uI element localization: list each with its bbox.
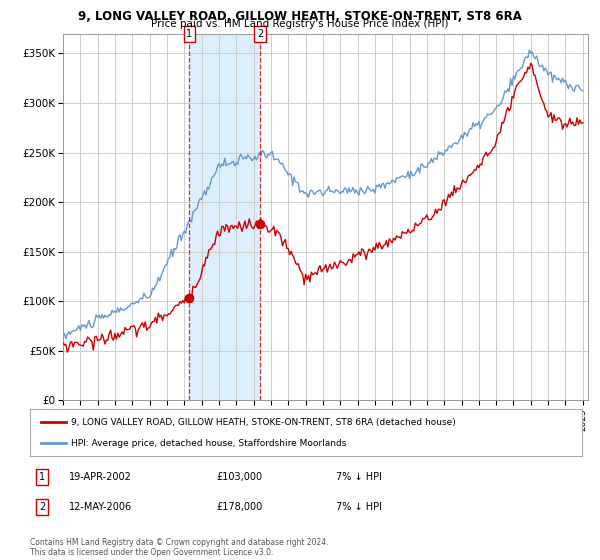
Text: 19-APR-2002: 19-APR-2002	[69, 472, 132, 482]
Text: HPI: Average price, detached house, Staffordshire Moorlands: HPI: Average price, detached house, Staf…	[71, 438, 347, 447]
Text: 1: 1	[39, 472, 45, 482]
Text: £103,000: £103,000	[216, 472, 262, 482]
Text: 7% ↓ HPI: 7% ↓ HPI	[336, 472, 382, 482]
Text: Price paid vs. HM Land Registry's House Price Index (HPI): Price paid vs. HM Land Registry's House …	[151, 19, 449, 29]
Text: 1: 1	[187, 29, 193, 39]
Text: 2: 2	[39, 502, 45, 512]
Text: 9, LONG VALLEY ROAD, GILLOW HEATH, STOKE-ON-TRENT, ST8 6RA (detached house): 9, LONG VALLEY ROAD, GILLOW HEATH, STOKE…	[71, 418, 456, 427]
Text: Contains HM Land Registry data © Crown copyright and database right 2024.
This d: Contains HM Land Registry data © Crown c…	[30, 538, 329, 557]
Text: 12-MAY-2006: 12-MAY-2006	[69, 502, 132, 512]
Text: 7% ↓ HPI: 7% ↓ HPI	[336, 502, 382, 512]
Text: £178,000: £178,000	[216, 502, 262, 512]
Text: 9, LONG VALLEY ROAD, GILLOW HEATH, STOKE-ON-TRENT, ST8 6RA: 9, LONG VALLEY ROAD, GILLOW HEATH, STOKE…	[78, 10, 522, 22]
Bar	[190, 34, 260, 400]
Text: 2: 2	[257, 29, 263, 39]
